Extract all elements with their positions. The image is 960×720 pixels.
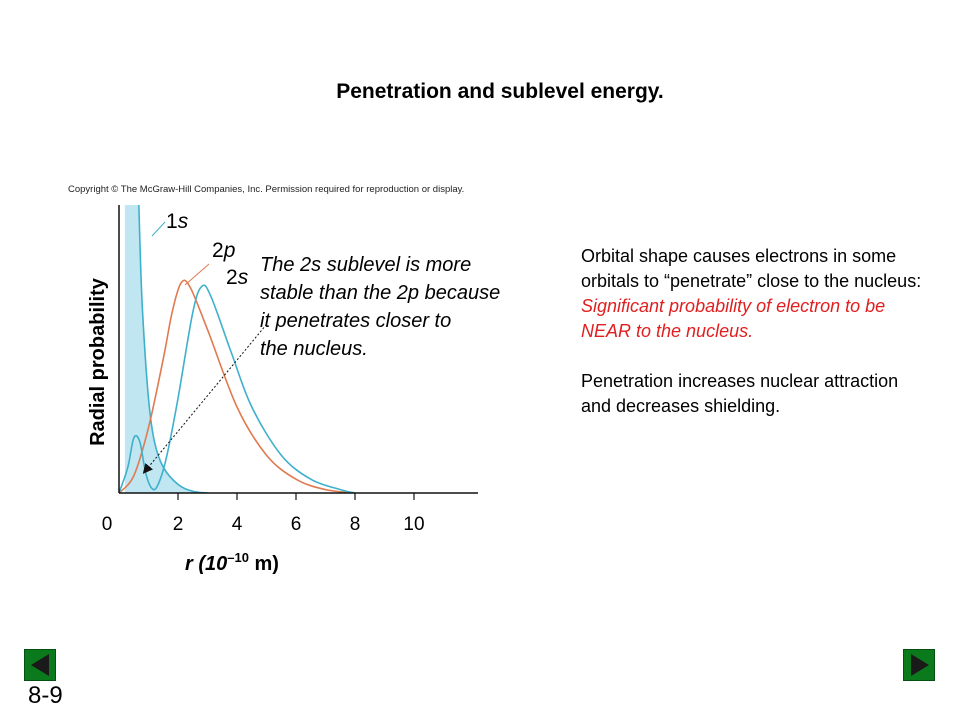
next-slide-button[interactable] [903,649,935,681]
radial-probability-chart: 0 2 4 6 8 10 1s 2p 2s Radial probability r (10–1… [87,205,500,575]
annotation-line-1: The 2s sublevel is more [260,254,471,276]
x-tick-label-10: 10 [403,514,424,535]
y-axis-label: Radial probability [87,277,109,446]
series-label-1s: 1s [166,210,189,233]
series-2p-line [119,279,356,493]
x-axis-label-exponent: –10 [227,550,249,565]
series-label-2p: 2p [212,239,235,262]
x-axis-label-unit: m) [249,553,279,575]
x-tick-label-6: 6 [291,514,302,535]
x-tick-label-4: 4 [232,514,243,535]
annotation-line-4: the nucleus. [260,338,368,360]
series-1s-area [124,205,208,493]
annotation-line-2: stable than the 2p because [260,282,500,304]
right-triangle-icon [911,654,929,676]
x-axis-label: r (10–10 m) [185,550,279,575]
left-triangle-icon [31,654,49,676]
annotation-line-3: it penetrates closer to [260,310,451,332]
copyright-notice: Copyright © The McGraw-Hill Companies, I… [68,184,465,195]
x-axis-label-base: r (10 [185,553,227,575]
x-tick-label-2: 2 [173,514,184,535]
explanation-text: Orbital shape causes electrons in some o… [581,244,926,419]
label-leader-1s [151,221,166,237]
x-tick-label-8: 8 [350,514,361,535]
slide-title: Penetration and sublevel energy. [336,80,664,103]
x-tick-label-0: 0 [102,514,113,535]
series-label-2s: 2s [226,266,249,289]
explanation-paragraph-2: Penetration increases nuclear attraction… [581,371,899,416]
label-leader-2p [184,263,210,286]
slide-number: 8-9 [28,682,63,709]
penetration-arrow [142,324,267,474]
previous-slide-button[interactable] [24,649,56,681]
explanation-normal-text: Orbital shape causes electrons in some o… [581,246,922,291]
explanation-highlight-text: Significant probability of electron to b… [581,296,886,341]
explanation-paragraph-1: Orbital shape causes electrons in some o… [581,244,926,344]
series-2s-line [119,284,356,493]
series-1s-line [137,205,208,493]
